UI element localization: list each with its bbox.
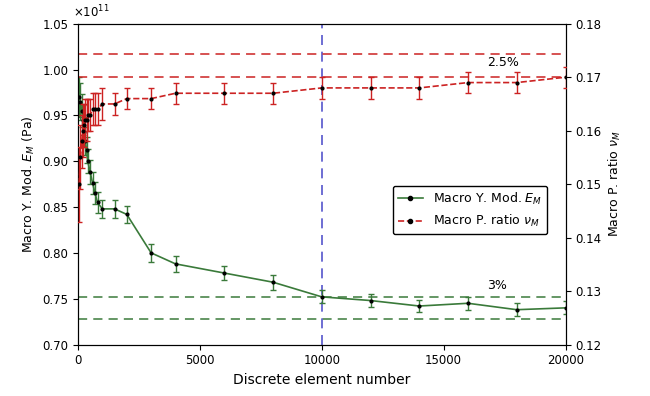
- Y-axis label: Macro Y. Mod. $E_M$ (Pa): Macro Y. Mod. $E_M$ (Pa): [21, 115, 36, 253]
- X-axis label: Discrete element number: Discrete element number: [233, 373, 410, 387]
- Text: 3%: 3%: [488, 279, 508, 292]
- Text: 2.5%: 2.5%: [488, 56, 519, 69]
- Text: $\times 10^{11}$: $\times 10^{11}$: [73, 4, 110, 21]
- Y-axis label: Macro P. ratio $\nu_M$: Macro P. ratio $\nu_M$: [607, 131, 623, 238]
- Legend: Macro Y. Mod. $E_M$, Macro P. ratio $\nu_M$: Macro Y. Mod. $E_M$, Macro P. ratio $\nu…: [393, 186, 547, 234]
